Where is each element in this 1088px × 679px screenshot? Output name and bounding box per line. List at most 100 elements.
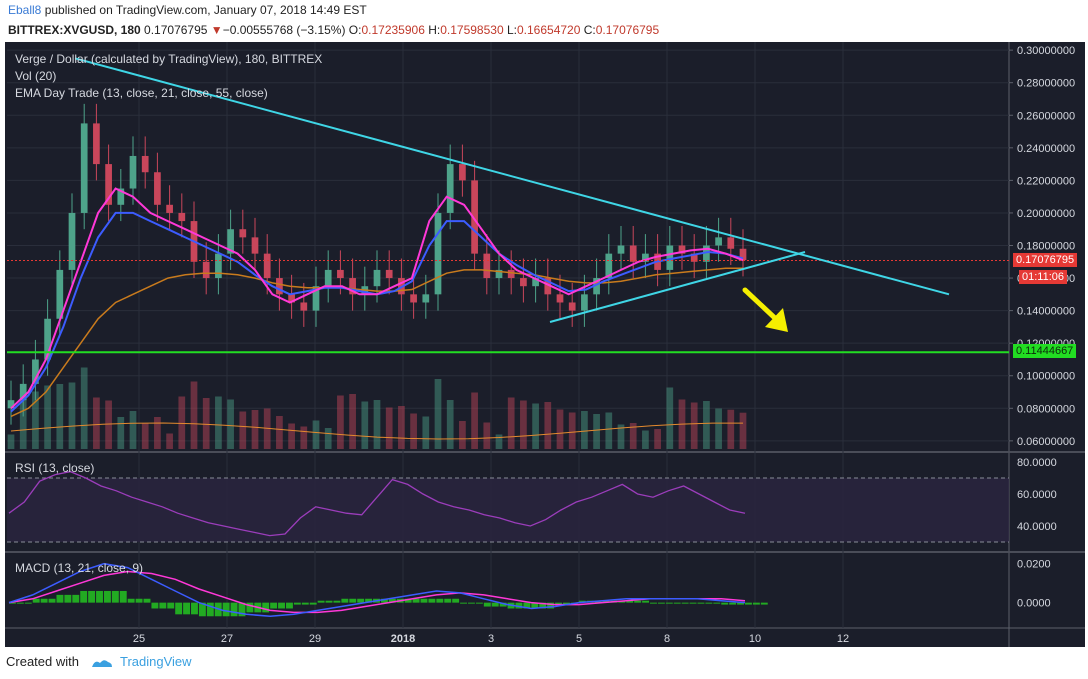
macd-histogram-bar [515,602,523,609]
support-price-label: 0.11444667 [1013,344,1077,358]
time-tick-label: 12 [837,633,849,645]
volume-bar [495,434,503,449]
macd-histogram-bar [420,598,428,603]
high-label: H: [428,23,441,37]
volume-bar [19,393,27,449]
chart-title: Verge / Dollar (calculated by TradingVie… [15,52,323,66]
ema-slow-line [10,267,743,418]
volume-bar [690,402,698,449]
volume-bar [141,423,149,449]
candle-body [617,245,625,254]
close-value: 0.17076795 [595,23,660,37]
down-arrow-icon: ▼ [210,23,223,37]
macd-histogram-bar [309,602,317,605]
macd-histogram-bar [103,590,111,603]
candle-body [385,269,393,279]
macd-histogram-bar [665,602,673,604]
macd-histogram-bar [56,594,64,603]
chart-canvas[interactable]: 0.30000000 0.28000000 0.26000000 0.24000000… [5,42,1085,647]
volume-ma-line [10,422,743,440]
macd-histogram-bar [460,602,468,604]
volume-bar [593,414,600,449]
macd-histogram-bar [412,598,420,603]
candle-body [19,383,27,401]
volume-bar [715,408,722,449]
macd-tick-label: 0.0000 [1017,598,1051,610]
volume-bar [703,401,710,449]
macd-histogram-bar [278,602,285,609]
macd-histogram-bar [135,598,143,603]
macd-histogram-bar [626,600,634,603]
chart-area[interactable]: 0.30000000 0.28000000 0.26000000 0.24000000… [5,42,1085,647]
rsi-legend: RSI (13, close) [15,461,95,475]
macd-histogram-bar [349,598,357,603]
price-tick-label: 0.26000000 [1017,110,1075,122]
price-tick-label: 0.20000000 [1017,208,1075,220]
volume-bar [581,411,588,449]
macd-histogram-bar [499,602,507,607]
macd-histogram-bar [246,602,254,613]
macd-histogram-bar [32,598,40,603]
macd-histogram-bar [262,602,270,613]
volume-bar [739,412,747,449]
macd-histogram-bar [206,602,214,617]
volume-bar [68,382,76,449]
volume-bar [385,407,393,449]
macd-histogram-bar [270,602,278,609]
publish-header: Eball8 published on TradingView.com, Jan… [0,0,1088,20]
candle-body [581,294,588,311]
projection-arrow-shaft [742,287,780,323]
macd-histogram-bar [16,602,24,604]
macd-histogram-bar [48,598,56,603]
high-value: 0.17598530 [440,23,504,37]
volume-bar [544,402,552,449]
price-tick-label: 0.22000000 [1017,175,1075,187]
macd-histogram-bar [404,598,412,603]
author-link[interactable]: Eball8 [8,3,42,17]
candle-body [129,155,137,189]
macd-histogram-bar [729,602,737,605]
ema-legend: EMA Day Trade (13, close, 21, close, 55,… [15,86,268,100]
candle-body [288,294,295,303]
candle-body [263,253,271,279]
macd-histogram-bar [333,600,341,603]
created-with-text: Created with [6,654,79,669]
volume-bar [532,403,539,449]
volume-bar [324,428,332,449]
macd-histogram-bar [388,598,396,603]
candle-body [141,155,149,173]
volume-bar [398,406,405,449]
volume-bar [629,423,637,449]
last-price: 0.17076795 [144,23,208,37]
open-label: O: [348,23,362,37]
macd-histogram-bar [752,602,760,605]
bar-countdown-label: 01:11:06 [1019,270,1068,284]
rsi-tick-label: 60.0000 [1017,489,1057,501]
volume-bar [361,401,369,449]
macd-histogram-bar [380,598,388,603]
candle-body [227,229,234,254]
candle-body [324,269,332,287]
macd-histogram-bar [191,602,198,615]
candle-body [495,269,503,279]
volume-bar [337,395,344,449]
volume-bar [215,396,222,449]
macd-histogram-bar [175,602,183,615]
rsi-tick-label: 40.0000 [1017,521,1057,533]
macd-histogram-bar [325,600,333,603]
volume-bar [727,409,735,449]
macd-histogram-bar [9,602,16,604]
volume-bar [434,379,442,449]
tradingview-brand-link[interactable]: TradingView [120,654,192,669]
macd-histogram-bar [428,598,436,603]
candle-body [605,253,613,279]
candle-body [434,212,442,295]
published-text: published on TradingView.com, January 07… [44,3,367,17]
footer: Created with TradingView [0,647,1088,679]
price-tick-label: 0.10000000 [1017,371,1075,383]
volume-bar [459,421,466,449]
macd-histogram-bar [341,598,349,603]
candle-body [507,269,515,279]
candle-body [251,237,259,254]
volume-bar [154,417,161,449]
